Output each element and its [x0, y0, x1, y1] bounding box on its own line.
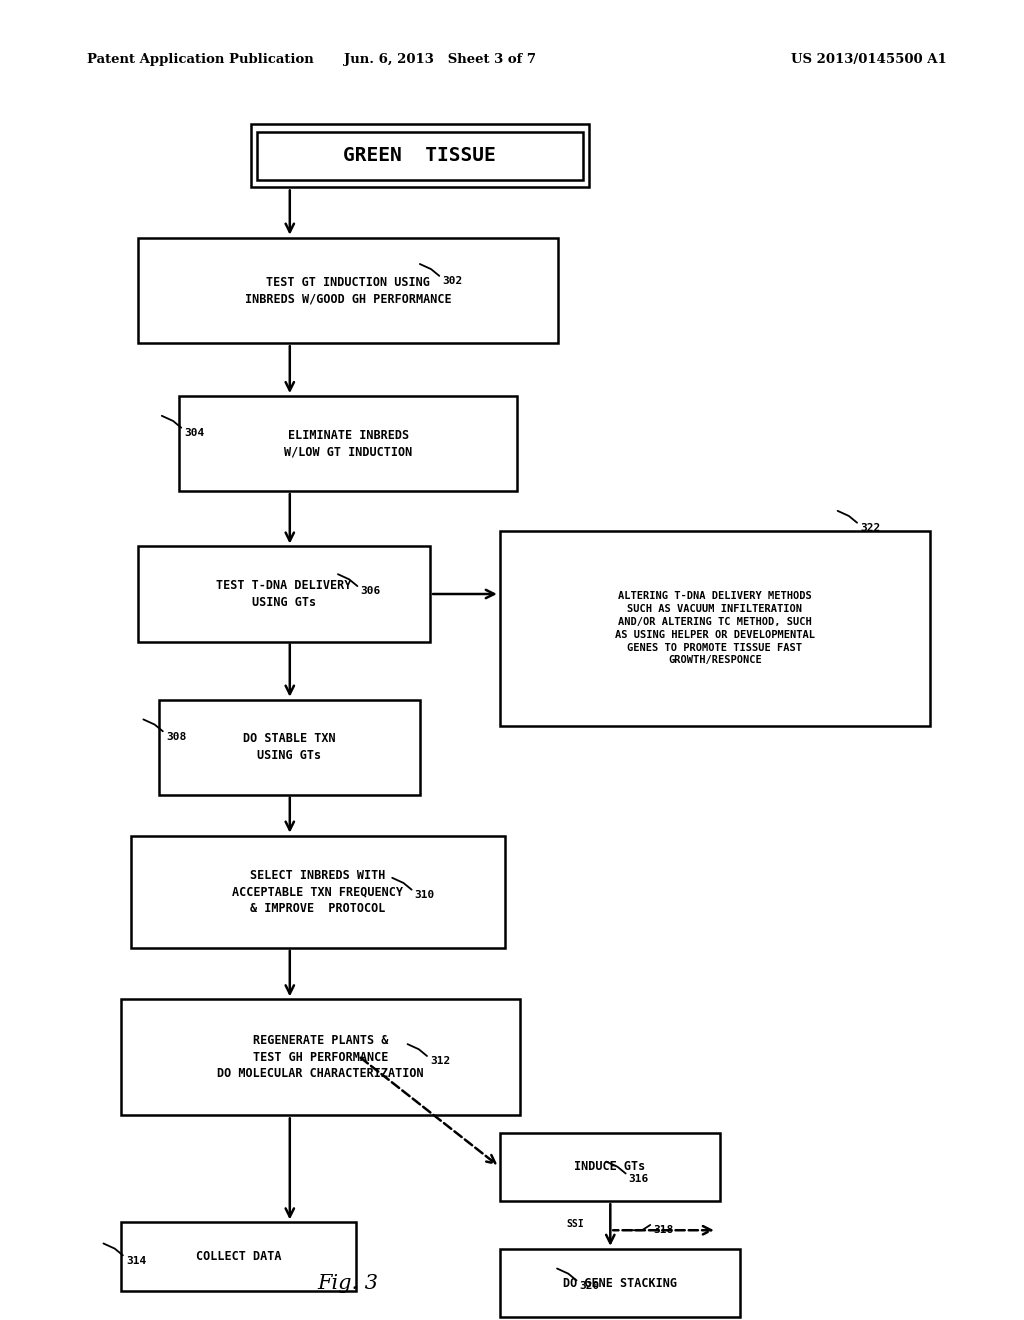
Text: 310: 310 [415, 890, 435, 900]
Text: 314: 314 [126, 1255, 146, 1266]
Text: 318: 318 [653, 1225, 674, 1236]
Bar [500, 1249, 740, 1317]
Text: 302: 302 [442, 276, 463, 286]
Text: TEST GT INDUCTION USING
INBREDS W/GOOD GH PERFORMANCE: TEST GT INDUCTION USING INBREDS W/GOOD G… [245, 276, 452, 305]
Text: TEST T-DNA DELIVERY
USING GTs: TEST T-DNA DELIVERY USING GTs [216, 579, 352, 609]
Text: 322: 322 [860, 523, 881, 533]
Text: Fig. 3: Fig. 3 [317, 1274, 379, 1292]
Bar [500, 531, 930, 726]
Text: 316: 316 [629, 1173, 649, 1184]
Bar [131, 836, 505, 948]
Text: 304: 304 [184, 428, 205, 438]
Text: 306: 306 [360, 586, 381, 597]
Text: INDUCE GTs: INDUCE GTs [574, 1160, 645, 1173]
Bar [121, 1222, 356, 1291]
Text: Jun. 6, 2013   Sheet 3 of 7: Jun. 6, 2013 Sheet 3 of 7 [344, 53, 537, 66]
Text: SELECT INBREDS WITH
ACCEPTABLE TXN FREQUENCY
& IMPROVE  PROTOCOL: SELECT INBREDS WITH ACCEPTABLE TXN FREQU… [232, 869, 403, 915]
Text: 312: 312 [430, 1056, 451, 1067]
Text: SSI: SSI [566, 1218, 584, 1229]
Bar [121, 999, 520, 1115]
Text: ALTERING T-DNA DELIVERY METHODS
SUCH AS VACUUM INFILTERATION
AND/OR ALTERING TC : ALTERING T-DNA DELIVERY METHODS SUCH AS … [614, 591, 815, 665]
Bar [159, 700, 420, 795]
Text: US 2013/0145500 A1: US 2013/0145500 A1 [792, 53, 947, 66]
Bar [500, 1133, 720, 1201]
Text: REGENERATE PLANTS &
TEST GH PERFORMANCE
DO MOLECULAR CHARACTERIZATION: REGENERATE PLANTS & TEST GH PERFORMANCE … [217, 1035, 424, 1080]
Text: Patent Application Publication: Patent Application Publication [87, 53, 313, 66]
Bar [251, 124, 589, 187]
Bar [138, 546, 430, 642]
Bar [257, 132, 583, 180]
Text: COLLECT DATA: COLLECT DATA [196, 1250, 282, 1263]
Text: DO STABLE TXN
USING GTs: DO STABLE TXN USING GTs [243, 733, 336, 762]
Text: DO GENE STACKING: DO GENE STACKING [563, 1276, 677, 1290]
Text: ELIMINATE INBREDS
W/LOW GT INDUCTION: ELIMINATE INBREDS W/LOW GT INDUCTION [284, 429, 413, 458]
Text: 320: 320 [580, 1280, 600, 1291]
Text: 308: 308 [166, 731, 186, 742]
Text: GREEN  TISSUE: GREEN TISSUE [343, 147, 497, 165]
Bar [138, 238, 558, 343]
Bar [179, 396, 517, 491]
